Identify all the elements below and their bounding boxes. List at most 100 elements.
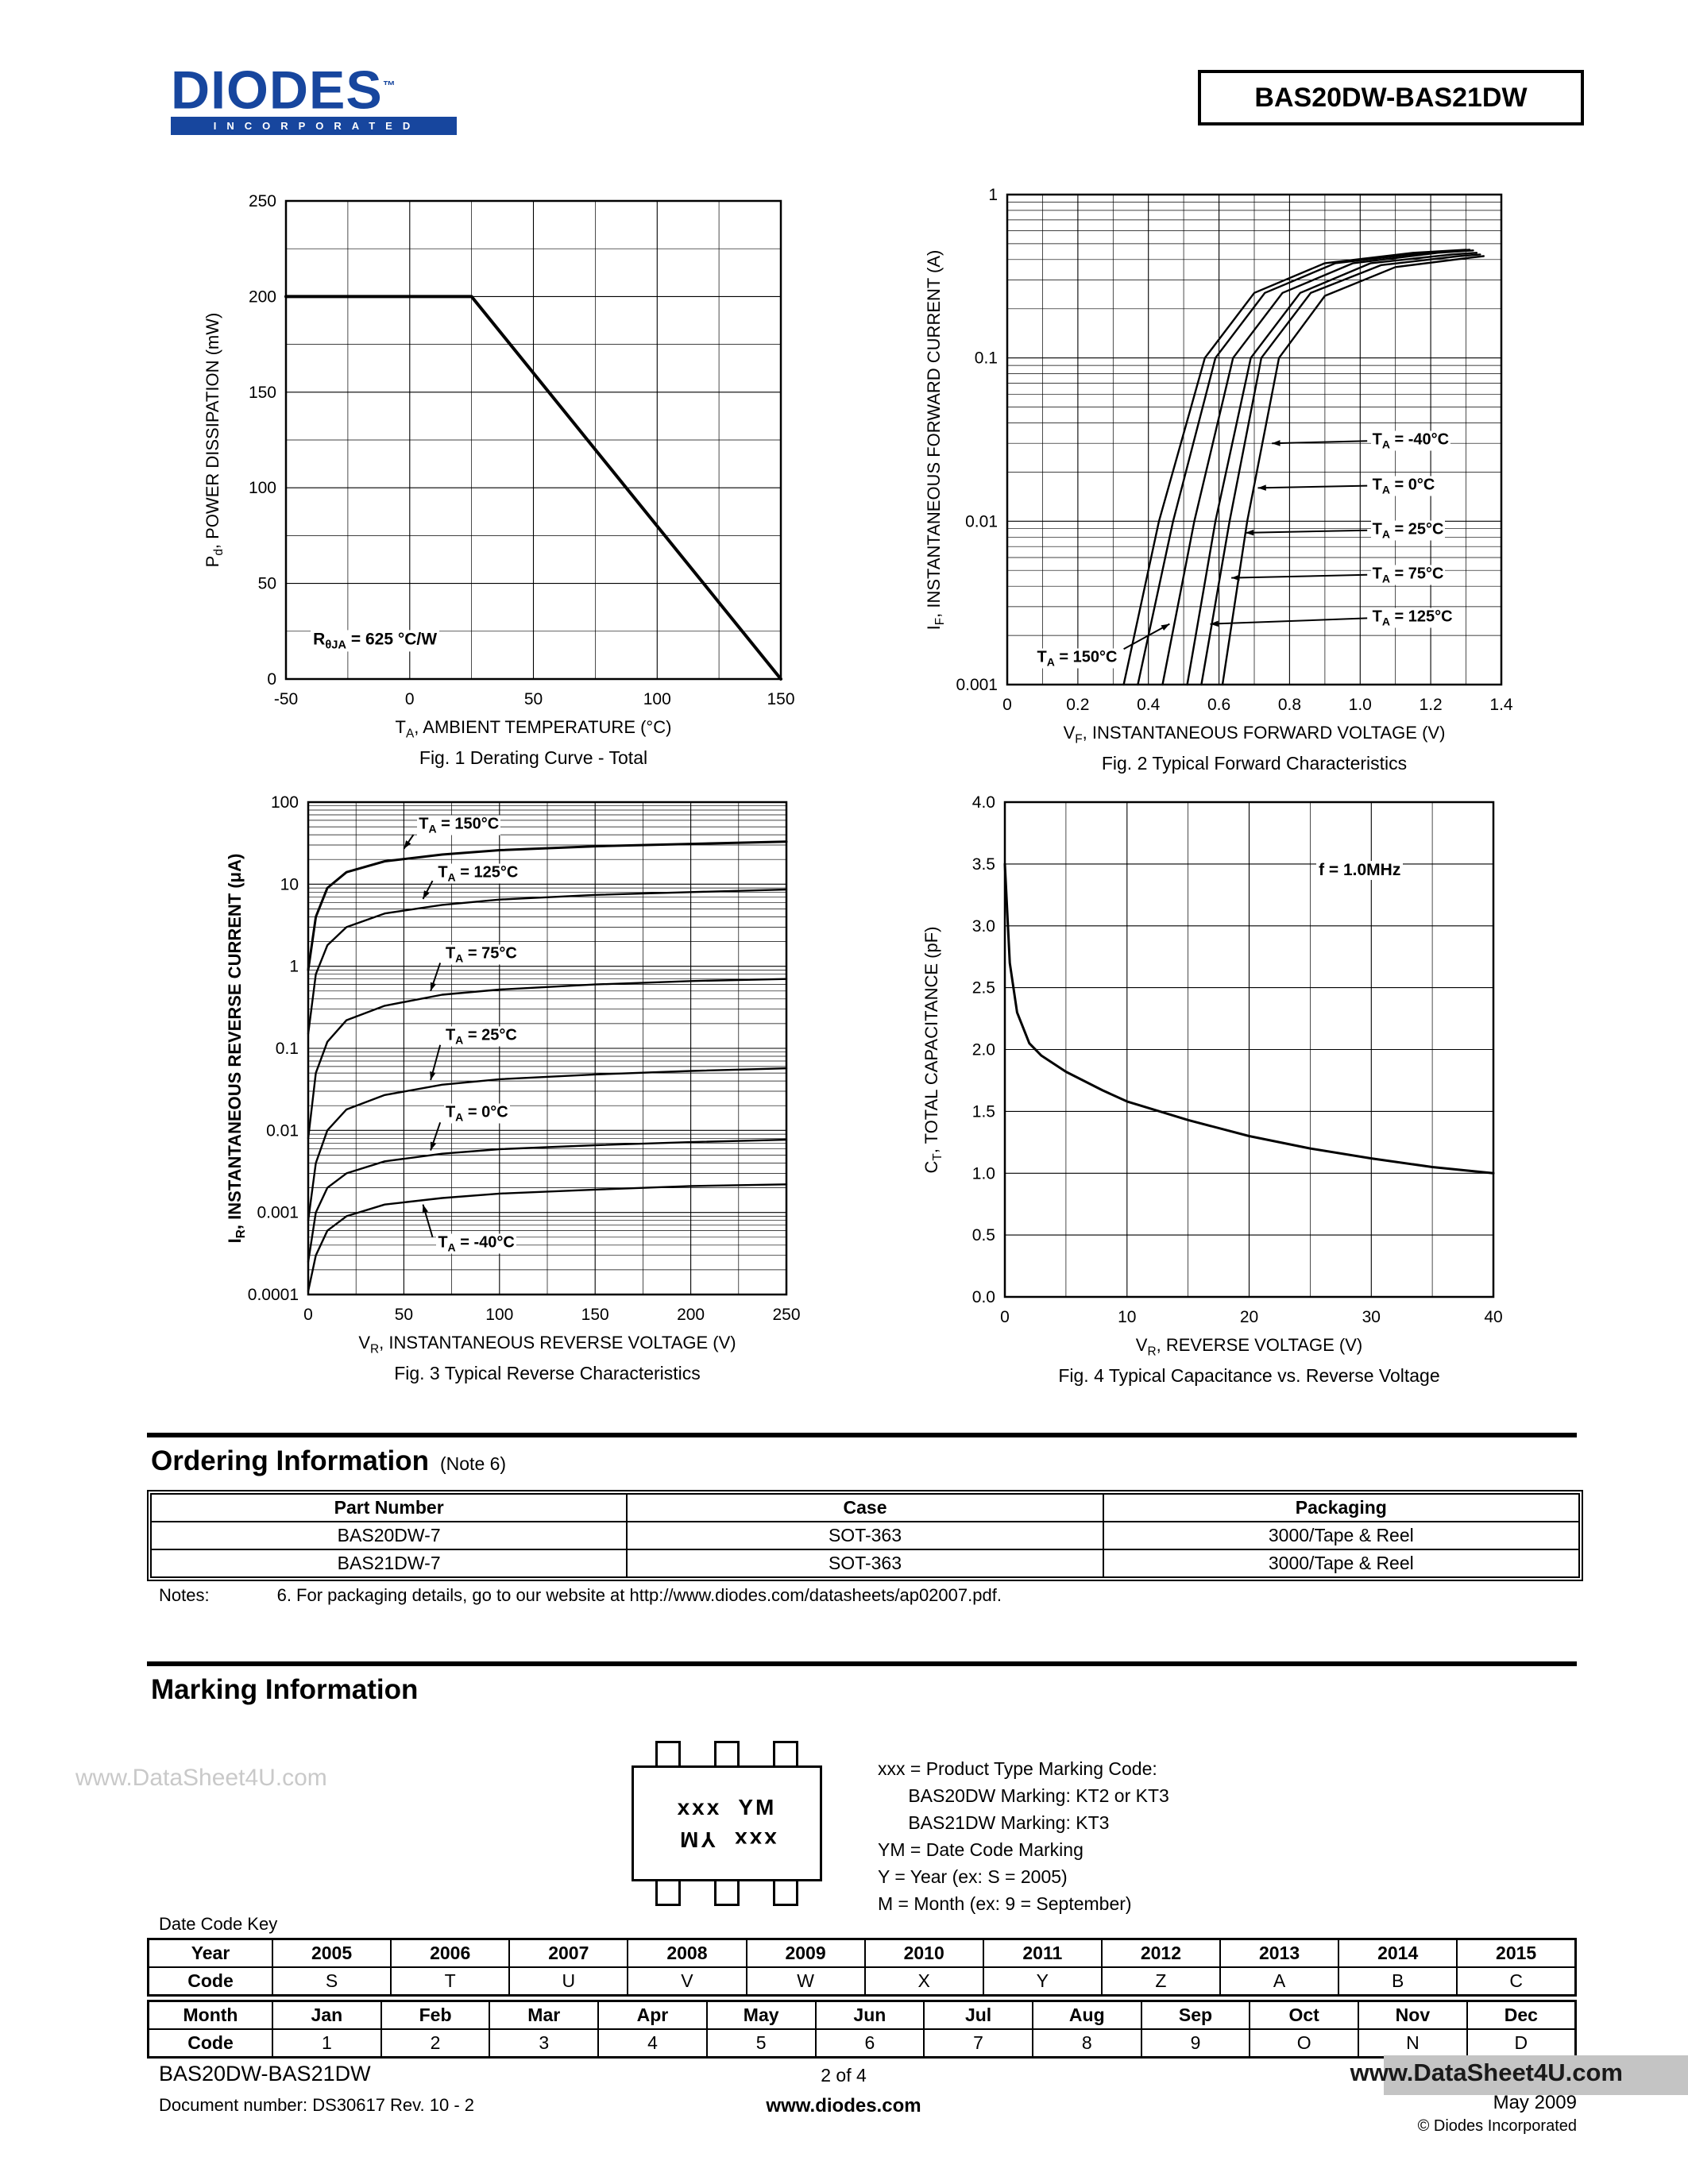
part-number-box: BAS20DW-BAS21DW bbox=[1198, 70, 1584, 125]
footer-part-number: BAS20DW-BAS21DW bbox=[159, 2062, 371, 2086]
svg-text:0.6: 0.6 bbox=[1207, 696, 1230, 714]
curve-label: TA = 25°C bbox=[443, 1026, 519, 1047]
marking-legend-line: M = Month (ex: 9 = September) bbox=[878, 1893, 1132, 1914]
table-header-cell: Jun bbox=[814, 2000, 925, 2030]
package-top-pins bbox=[632, 1741, 822, 1765]
svg-text:0.01: 0.01 bbox=[266, 1121, 299, 1140]
svg-text:200: 200 bbox=[677, 1306, 705, 1324]
ordering-table: Part Number Case Packaging BAS20DW-7 SOT-363… bbox=[147, 1490, 1583, 1581]
table-header-cell: 2007 bbox=[508, 1938, 629, 1968]
section-title: Marking Information bbox=[151, 1674, 419, 1705]
x-axis-label: TA, AMBIENT TEMPERATURE (°C) bbox=[395, 717, 672, 741]
svg-text:1.0: 1.0 bbox=[972, 1164, 995, 1183]
watermark-text: www.DataSheet4U.com bbox=[75, 1765, 327, 1791]
table-cell: Code bbox=[147, 1966, 273, 1997]
svg-text:1.0: 1.0 bbox=[1349, 696, 1372, 714]
marking-legend: xxx = Product Type Marking Code: BAS20DW… bbox=[878, 1755, 1169, 1917]
table-header-cell: Sep bbox=[1140, 2000, 1251, 2030]
table-header-cell: Jul bbox=[923, 2000, 1033, 2030]
package-marking-diagram: xxx YM xxx YM bbox=[632, 1741, 822, 1906]
svg-text:0.1: 0.1 bbox=[975, 349, 998, 368]
table-cell: D bbox=[1466, 2028, 1577, 2059]
footer-date: May 2009 bbox=[1493, 2092, 1577, 2113]
marking-legend-line: BAS20DW Marking: KT2 or KT3 bbox=[878, 1785, 1169, 1806]
figure-caption: Fig. 2 Typical Forward Characteristics bbox=[1101, 753, 1408, 774]
table-cell: 9 bbox=[1140, 2028, 1251, 2059]
table-header-cell: 2011 bbox=[982, 1938, 1103, 1968]
package-marking-text-flipped: xxx YM bbox=[677, 1827, 777, 1852]
svg-text:3.5: 3.5 bbox=[972, 855, 995, 874]
ordering-information-heading: Ordering Information (Note 6) bbox=[151, 1445, 506, 1477]
marking-information-heading: Marking Information bbox=[151, 1674, 418, 1706]
table-header-cell: 2013 bbox=[1219, 1938, 1340, 1968]
svg-text:0: 0 bbox=[1002, 696, 1012, 714]
table-header-cell: Jan bbox=[272, 2000, 382, 2030]
svg-text:0.001: 0.001 bbox=[956, 676, 998, 694]
section-divider bbox=[147, 1661, 1577, 1666]
table-header-cell: 2006 bbox=[390, 1938, 511, 1968]
svg-text:-50: -50 bbox=[274, 690, 298, 708]
marking-legend-line: Y = Year (ex: S = 2005) bbox=[878, 1866, 1068, 1887]
svg-text:0.0001: 0.0001 bbox=[248, 1286, 299, 1304]
package-body: xxx YM xxx YM bbox=[632, 1765, 822, 1881]
y-axis-label: IF, INSTANTANEOUS FORWARD CURRENT (A) bbox=[923, 249, 948, 630]
table-cell: SOT-363 bbox=[626, 1521, 1104, 1550]
figure-caption: Fig. 4 Typical Capacitance vs. Reverse V… bbox=[1058, 1365, 1440, 1386]
table-cell: V bbox=[627, 1966, 747, 1997]
svg-text:30: 30 bbox=[1362, 1308, 1381, 1326]
table-cell: 8 bbox=[1031, 2028, 1142, 2059]
table-cell: U bbox=[508, 1966, 629, 1997]
footer-watermark: www.DataSheet4U.com bbox=[1350, 2059, 1623, 2086]
svg-text:0: 0 bbox=[1000, 1308, 1010, 1326]
annotation: RθJA = 625 °C/W bbox=[311, 630, 440, 652]
table-cell: 2 bbox=[380, 2028, 491, 2059]
logo-incorporated-bar: INCORPORATED bbox=[171, 116, 457, 135]
svg-text:150: 150 bbox=[249, 384, 276, 402]
fig2-forward-characteristics-chart: 0 0.2 0.4 0.6 0.8 1.0 1.2 1.4 0.001 0.01 0.1 1 VF, I… bbox=[872, 179, 1521, 780]
table-header-cell: 2008 bbox=[627, 1938, 747, 1968]
pin bbox=[773, 1881, 798, 1906]
svg-text:2.0: 2.0 bbox=[972, 1041, 995, 1059]
svg-text:100: 100 bbox=[249, 479, 276, 497]
note-reference: (Note 6) bbox=[440, 1453, 507, 1474]
package-marking-text: xxx YM bbox=[677, 1795, 777, 1819]
svg-text:150: 150 bbox=[581, 1306, 609, 1324]
table-header-cell: 2010 bbox=[863, 1938, 984, 1968]
section-divider bbox=[147, 1433, 1577, 1437]
marking-legend-line: BAS21DW Marking: KT3 bbox=[878, 1812, 1110, 1833]
curve-label: TA = 150°C bbox=[417, 815, 501, 835]
svg-text:0.01: 0.01 bbox=[965, 512, 998, 531]
curve-label: TA = -40°C bbox=[1370, 430, 1451, 451]
svg-text:1.5: 1.5 bbox=[972, 1102, 995, 1121]
svg-text:0.8: 0.8 bbox=[1278, 696, 1301, 714]
fig1-derating-curve-chart: -50 0 50 100 150 0 50 100 150 200 250 TA, AMBIENT T… bbox=[151, 185, 801, 774]
svg-text:1: 1 bbox=[289, 958, 299, 976]
figure-caption: Fig. 3 Typical Reverse Characteristics bbox=[394, 1363, 701, 1383]
svg-text:250: 250 bbox=[772, 1306, 800, 1324]
table-header-cell: Month bbox=[147, 2000, 273, 2030]
table-header-cell: Dec bbox=[1466, 2000, 1577, 2030]
table-cell: B bbox=[1338, 1966, 1458, 1997]
table-cell: 3000/Tape & Reel bbox=[1102, 1549, 1581, 1578]
svg-text:100: 100 bbox=[485, 1306, 513, 1324]
curve-label: TA = 0°C bbox=[1370, 476, 1437, 496]
svg-text:4.0: 4.0 bbox=[972, 793, 995, 812]
marking-legend-line: YM = Date Code Marking bbox=[878, 1839, 1083, 1860]
svg-text:40: 40 bbox=[1484, 1308, 1502, 1326]
footer-copyright: © Diodes Incorporated bbox=[1417, 2117, 1577, 2135]
pin bbox=[655, 1881, 681, 1906]
table-header-cell: 2005 bbox=[271, 1938, 392, 1968]
table-cell: C bbox=[1456, 1966, 1577, 1997]
curve-label: TA = 75°C bbox=[1370, 565, 1446, 585]
table-cell: 3000/Tape & Reel bbox=[1102, 1521, 1581, 1550]
y-axis-label: CT, TOTAL CAPACITANCE (pF) bbox=[921, 926, 945, 1173]
svg-text:0.5: 0.5 bbox=[972, 1226, 995, 1244]
diodes-logo: DIODES™ INCORPORATED bbox=[171, 62, 457, 135]
table-cell: 1 bbox=[272, 2028, 382, 2059]
fig4-capacitance-chart: 0 10 20 30 40 0.0 0.5 1.0 1.5 2.0 2.5 3.0 3.5 4.0 VR, … bbox=[870, 786, 1513, 1392]
table-header-cell: 2014 bbox=[1338, 1938, 1458, 1968]
svg-text:1.2: 1.2 bbox=[1420, 696, 1443, 714]
svg-text:200: 200 bbox=[249, 287, 276, 306]
